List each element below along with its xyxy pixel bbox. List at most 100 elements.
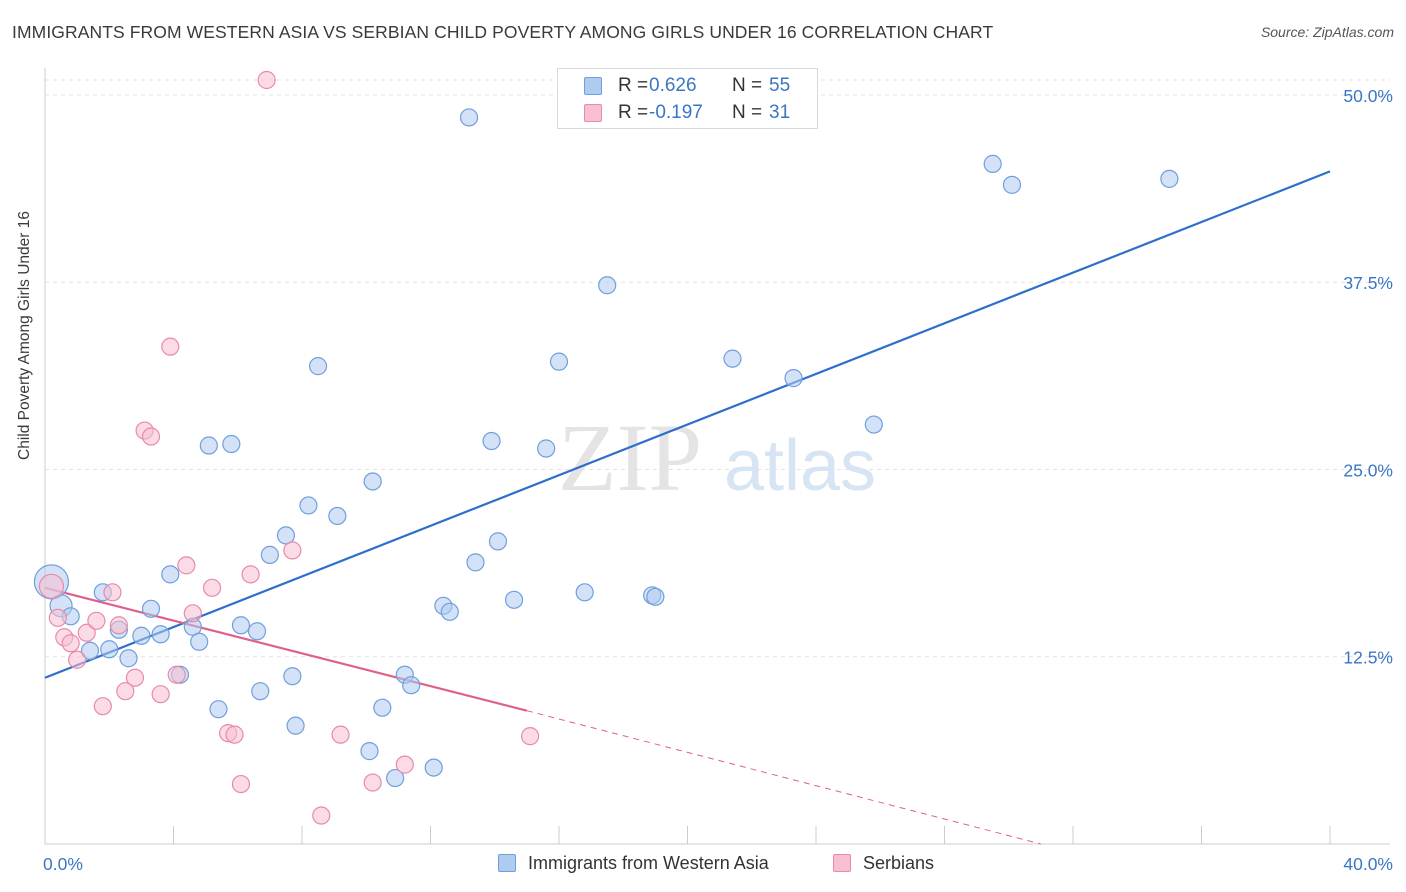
point-western-asia [251,682,270,701]
source-label: Source: ZipAtlas.com [1260,24,1394,40]
point-western-asia [482,431,501,451]
point-western-asia [100,640,119,659]
legend-n-value: 55 [769,75,791,96]
point-western-asia [373,698,392,717]
x-tick-label: 0.0% [43,854,83,874]
point-western-asia [151,625,170,644]
point-serbians [177,556,196,575]
point-serbians [161,337,180,356]
point-western-asia [504,590,524,609]
point-western-asia [983,154,1002,173]
point-western-asia [299,496,318,515]
point-serbians [116,682,135,701]
point-western-asia [190,632,209,651]
point-serbians [93,697,112,716]
point-serbians [231,774,251,794]
point-western-asia [549,352,569,371]
point-western-asia [328,506,347,526]
point-serbians [48,608,67,627]
point-serbians [395,755,414,774]
point-serbians [225,725,244,744]
point-serbians [77,623,96,642]
x-tick-label: 40.0% [1343,854,1393,874]
legend-swatch-western-asia [498,854,516,872]
legend-swatch-serbians [833,854,851,872]
tick-labels: 12.5% 25.0% 37.5% 50.0% 0.0% 40.0% [43,86,1393,874]
point-western-asia [222,434,241,454]
point-western-asia [575,583,594,602]
point-western-asia [459,108,479,127]
point-serbians [151,685,170,704]
point-western-asia [466,553,485,572]
point-serbians [167,665,186,684]
point-western-asia [308,357,328,376]
point-western-asia [286,716,305,735]
point-western-asia [209,700,228,719]
legend-n-label: N = [732,75,763,96]
trendline-serbians [44,586,528,712]
point-western-asia [247,622,267,641]
legend-label-western-asia: Immigrants from Western Asia [528,853,769,873]
point-serbians [125,668,145,687]
legend-n-label: N = [732,102,763,123]
point-serbians [61,634,80,653]
point-western-asia [646,587,665,606]
point-serbians [87,611,106,630]
chart-title: IMMIGRANTS FROM WESTERN ASIA VS SERBIAN … [12,22,994,42]
axes [44,68,1390,845]
y-tick-label: 25.0% [1343,460,1393,480]
point-western-asia [276,526,296,545]
point-western-asia [488,532,508,551]
y-tick-label: 37.5% [1343,273,1393,293]
point-serbians [312,806,331,825]
point-serbians [363,773,382,792]
point-western-asia [119,649,138,668]
point-serbians [109,616,128,635]
watermark-zip: ZIP [558,404,702,511]
point-serbians [68,650,87,669]
legend-r-value: -0.197 [649,102,703,123]
point-western-asia [537,439,556,458]
stats-legend: R = 0.626 N = 55 R = -0.197 N = 31 [557,68,818,129]
point-western-asia [80,641,100,660]
legend-r-label: R = [618,102,649,123]
watermark: ZIP atlas [558,404,876,511]
point-serbians [183,604,202,623]
point-western-asia [231,616,251,635]
point-western-asia [1002,175,1022,194]
trendline-western-asia [44,170,1331,679]
point-serbians [331,725,350,744]
point-western-asia [386,768,405,788]
legend-r-label: R = [618,75,649,96]
y-tick-label: 12.5% [1343,648,1393,668]
point-western-asia [132,626,151,645]
y-tick-label: 50.0% [1343,86,1393,106]
point-serbians [202,578,222,597]
point-serbians [257,70,276,90]
point-western-asia [1160,169,1179,188]
point-western-asia [424,758,443,777]
trendline-serbians-extrapolated [526,710,1042,845]
point-western-asia [283,667,302,686]
point-serbians [283,541,302,560]
point-western-asia [360,742,379,761]
point-western-asia [402,676,421,695]
watermark-atlas: atlas [724,426,876,506]
point-western-asia [784,369,803,388]
point-western-asia [141,599,161,618]
legend-swatch-serbians [584,104,602,122]
point-western-asia [864,415,883,434]
point-western-asia [440,602,459,621]
point-serbians [38,573,65,599]
point-serbians [141,427,161,446]
point-serbians [520,727,540,746]
point-serbians [241,565,260,584]
legend-swatch-western-asia [584,77,602,95]
point-western-asia [260,545,279,564]
legend-r-value: 0.626 [649,75,697,96]
point-western-asia [161,565,180,584]
point-western-asia [363,472,382,491]
point-western-asia [723,349,742,368]
point-serbians [103,583,122,602]
